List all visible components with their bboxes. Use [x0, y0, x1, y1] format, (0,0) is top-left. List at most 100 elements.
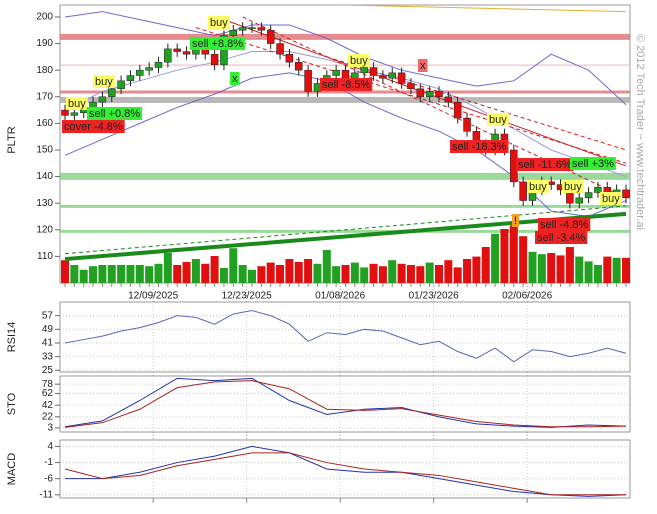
volume-bar — [145, 266, 154, 283]
x-tick-label: 12/23/2025 — [222, 291, 272, 302]
y-axis-label: RSI14 — [6, 322, 18, 353]
candle-body — [182, 51, 191, 55]
candle-body — [295, 61, 303, 71]
candle-body — [360, 67, 368, 74]
volume-bar — [565, 247, 574, 283]
volume-bar — [98, 265, 107, 283]
volume-bar — [603, 256, 612, 283]
signal-box — [535, 231, 588, 244]
candle-body — [220, 35, 228, 66]
volume-bar — [509, 225, 518, 283]
volume-bar — [266, 262, 275, 283]
volume-bar — [547, 253, 556, 283]
candle-body — [266, 30, 275, 44]
volume-bar — [425, 262, 434, 283]
signal-box — [208, 16, 230, 29]
candle-body — [164, 48, 172, 63]
signal-text: sell -3.4% — [537, 232, 586, 244]
signal-text: buy — [350, 55, 368, 67]
candle-body — [407, 83, 415, 90]
y-tick-label: -6 — [44, 473, 53, 484]
signal-box — [527, 180, 549, 193]
volume-bar — [369, 263, 378, 283]
signal-text: sell +3% — [572, 158, 614, 170]
candle-body — [257, 27, 266, 31]
band-line — [64, 11, 627, 106]
signal-box — [516, 158, 574, 171]
signal-label: sell -4.8% — [538, 218, 591, 231]
signal-label: buy — [348, 54, 370, 67]
y-tick-label: 130 — [36, 198, 53, 209]
volume-bar — [70, 265, 79, 283]
signal-label: buy — [487, 113, 509, 126]
y-tick-label: 41 — [42, 338, 54, 349]
candle-body — [154, 61, 163, 68]
signal-text: buy — [602, 193, 620, 205]
signal-box — [418, 59, 428, 72]
signal-text: buy — [95, 76, 113, 88]
candle-body — [463, 117, 471, 132]
indicator-line — [64, 452, 626, 496]
candle-body — [594, 186, 602, 193]
volume-bar — [519, 236, 528, 283]
signal-box — [320, 78, 373, 91]
volume-bar — [444, 260, 453, 283]
volume-bar — [593, 265, 602, 283]
signal-box — [538, 218, 591, 231]
signal-label: cover -4.8% — [62, 120, 125, 133]
volume-bar — [435, 265, 443, 283]
band-line — [64, 51, 627, 178]
signal-text: buy — [68, 98, 86, 110]
volume-bar — [201, 263, 210, 283]
candle-body — [276, 43, 284, 55]
volume-bar — [126, 265, 135, 283]
volume-bar — [556, 255, 565, 283]
signal-label: buy — [66, 97, 88, 110]
signal-label: x — [230, 72, 240, 85]
candle-body — [425, 91, 434, 98]
y-axis-label: MACD — [6, 453, 18, 485]
volume-bar — [238, 265, 247, 283]
y-tick-label: 3 — [47, 423, 53, 434]
volume-bar — [537, 254, 546, 283]
candle-body — [379, 75, 387, 79]
volume-bar — [276, 265, 285, 283]
y-tick-label: 110 — [37, 251, 53, 262]
signal-label: buy — [93, 75, 115, 88]
volume-bar — [612, 257, 621, 283]
indicator-line — [64, 310, 627, 363]
candle-body — [575, 197, 583, 204]
price-plot — [60, 5, 630, 283]
y-tick-label: 160 — [36, 118, 53, 129]
copyright: © 2012 Tech Trader ~ www.techtrader.ai — [634, 34, 646, 230]
candle-body — [145, 67, 153, 71]
volume-bar — [229, 248, 238, 283]
volume-bar — [257, 266, 266, 283]
volume-bar — [107, 265, 116, 283]
volume-bar — [304, 259, 313, 283]
y-tick-label: 62 — [42, 388, 54, 399]
volume-bar — [313, 263, 322, 283]
volume-bar — [453, 267, 462, 283]
indicator-line — [65, 445, 627, 497]
signal-box — [62, 120, 125, 133]
volume-bar — [173, 265, 182, 283]
signal-label: sell -18.3% — [450, 140, 509, 153]
volume-bar — [117, 265, 126, 283]
x-tick-label: 02/06/2026 — [502, 291, 552, 302]
y-tick-label: 22 — [42, 411, 54, 422]
signal-box — [570, 157, 616, 170]
signal-label: sell -3.4% — [535, 231, 588, 244]
candle-body — [136, 69, 144, 76]
candle-body — [304, 69, 312, 92]
signal-box — [87, 107, 143, 120]
volume-bar — [191, 259, 200, 283]
signal-text: x — [420, 60, 426, 72]
candle-body — [173, 48, 181, 52]
y-tick-label: 57 — [42, 310, 54, 321]
overlay: PLTR 110 120 130 140 150 160 170 180 190 200 12/09/… — [6, 12, 646, 503]
candle-body — [238, 27, 247, 31]
y-tick-label: 120 — [36, 224, 53, 235]
signal-text: buy — [529, 181, 547, 193]
candle-body — [584, 192, 593, 199]
